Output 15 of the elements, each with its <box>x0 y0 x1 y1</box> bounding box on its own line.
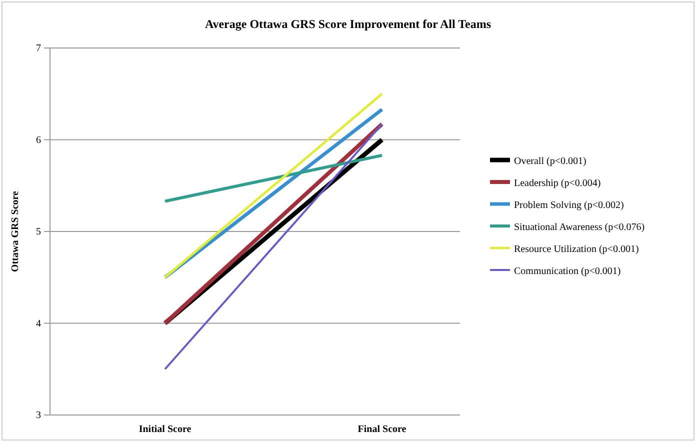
legend-label: Communication (p<0.001) <box>514 266 621 277</box>
legend-label: Leadership (p<0.004) <box>514 178 601 189</box>
chart-title: Average Ottawa GRS Score Improvement for All Teams <box>204 17 492 31</box>
legend-label: Resource Utilization (p<0.001) <box>514 244 639 255</box>
y-tick-label: 4 <box>36 318 41 330</box>
y-tick-label: 7 <box>36 43 41 54</box>
y-tick-label: 6 <box>36 134 41 146</box>
x-tick-label: Final Score <box>358 424 407 436</box>
legend-label: Overall (p<0.001) <box>514 156 586 167</box>
y-tick-label: 5 <box>36 226 41 238</box>
y-tick-label: 3 <box>36 410 41 422</box>
y-axis-title: Ottawa GRS Score <box>10 190 21 272</box>
legend-label: Situational Awareness (p<0.076) <box>514 222 645 233</box>
legend-label: Problem Solving (p<0.002) <box>514 200 624 211</box>
x-tick-label: Initial Score <box>138 424 192 436</box>
